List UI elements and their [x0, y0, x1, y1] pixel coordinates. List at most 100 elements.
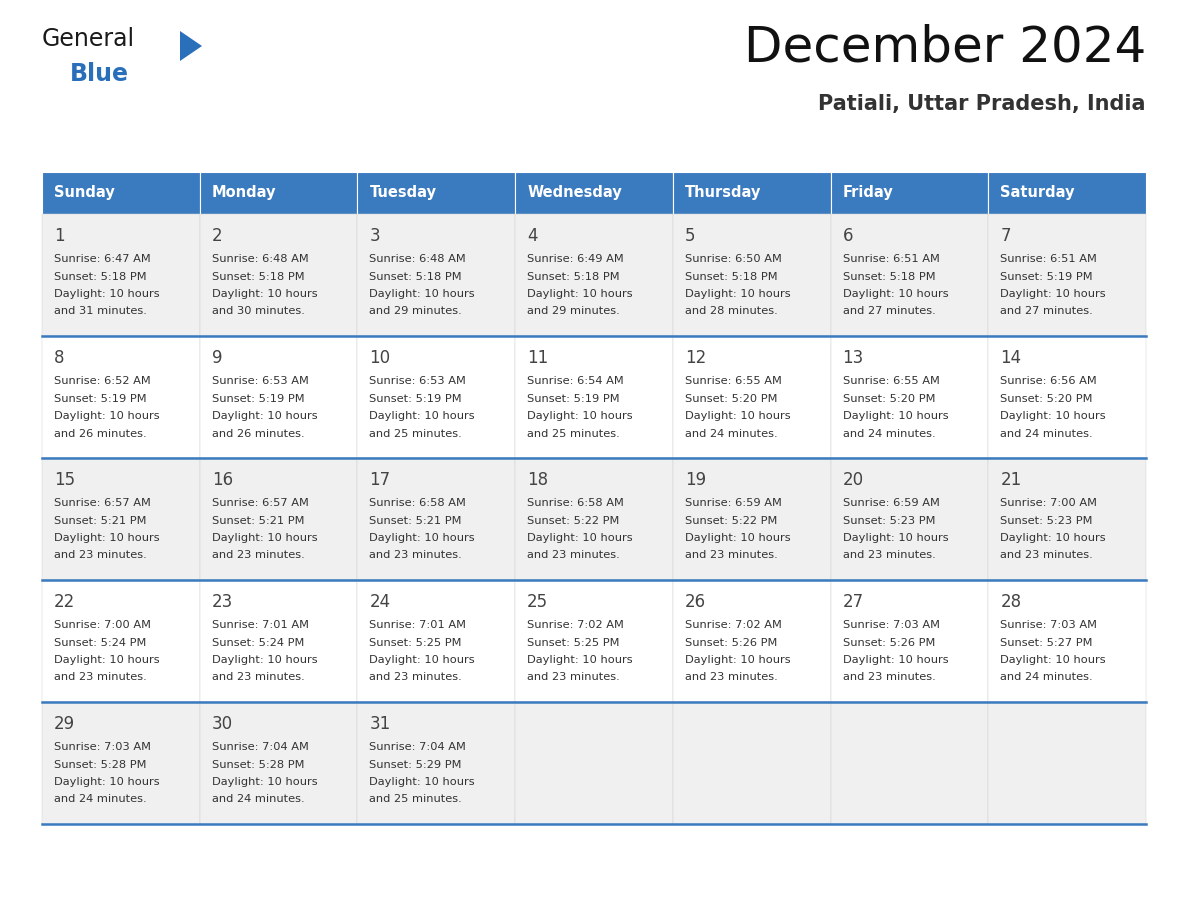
Text: 26: 26: [684, 593, 706, 611]
Text: 6: 6: [842, 227, 853, 245]
Text: and 23 minutes.: and 23 minutes.: [527, 551, 620, 561]
Text: and 24 minutes.: and 24 minutes.: [1000, 429, 1093, 439]
Text: and 24 minutes.: and 24 minutes.: [684, 429, 777, 439]
Text: Sunrise: 6:58 AM: Sunrise: 6:58 AM: [527, 498, 624, 508]
Text: Sunset: 5:20 PM: Sunset: 5:20 PM: [684, 394, 777, 404]
Text: and 23 minutes.: and 23 minutes.: [211, 551, 304, 561]
Text: Sunrise: 6:58 AM: Sunrise: 6:58 AM: [369, 498, 467, 508]
Text: Daylight: 10 hours: Daylight: 10 hours: [527, 533, 633, 543]
Text: Friday: Friday: [842, 185, 893, 200]
Text: Sunrise: 6:59 AM: Sunrise: 6:59 AM: [684, 498, 782, 508]
Bar: [358, 702, 516, 824]
Text: 13: 13: [842, 349, 864, 367]
Text: 25: 25: [527, 593, 549, 611]
Text: Sunset: 5:22 PM: Sunset: 5:22 PM: [527, 516, 619, 525]
Bar: [988, 458, 1146, 580]
Text: Daylight: 10 hours: Daylight: 10 hours: [369, 289, 475, 299]
Text: 9: 9: [211, 349, 222, 367]
Text: and 24 minutes.: and 24 minutes.: [53, 794, 146, 804]
Text: Sunset: 5:18 PM: Sunset: 5:18 PM: [53, 272, 146, 282]
Text: Sunset: 5:20 PM: Sunset: 5:20 PM: [842, 394, 935, 404]
Text: and 25 minutes.: and 25 minutes.: [369, 429, 462, 439]
Text: Daylight: 10 hours: Daylight: 10 hours: [53, 533, 159, 543]
Text: and 23 minutes.: and 23 minutes.: [1000, 551, 1093, 561]
Text: 12: 12: [684, 349, 706, 367]
Text: and 23 minutes.: and 23 minutes.: [211, 673, 304, 682]
Text: and 25 minutes.: and 25 minutes.: [369, 794, 462, 804]
Text: 2: 2: [211, 227, 222, 245]
Text: Sunrise: 7:01 AM: Sunrise: 7:01 AM: [211, 620, 309, 630]
Text: Sunset: 5:25 PM: Sunset: 5:25 PM: [527, 637, 620, 647]
Text: Monday: Monday: [211, 185, 277, 200]
Polygon shape: [181, 31, 202, 61]
Text: Sunrise: 6:59 AM: Sunrise: 6:59 AM: [842, 498, 940, 508]
Text: Sunset: 5:27 PM: Sunset: 5:27 PM: [1000, 637, 1093, 647]
Text: Sunrise: 6:54 AM: Sunrise: 6:54 AM: [527, 376, 624, 386]
Text: Sunrise: 7:00 AM: Sunrise: 7:00 AM: [53, 620, 151, 630]
Text: Sunset: 5:29 PM: Sunset: 5:29 PM: [369, 759, 462, 769]
Text: and 23 minutes.: and 23 minutes.: [53, 673, 147, 682]
Bar: [358, 214, 516, 336]
Bar: [830, 336, 988, 458]
Text: Sunset: 5:25 PM: Sunset: 5:25 PM: [369, 637, 462, 647]
Text: Daylight: 10 hours: Daylight: 10 hours: [1000, 411, 1106, 421]
Text: and 25 minutes.: and 25 minutes.: [527, 429, 620, 439]
Text: and 26 minutes.: and 26 minutes.: [211, 429, 304, 439]
Text: December 2024: December 2024: [744, 24, 1146, 72]
Text: Sunset: 5:18 PM: Sunset: 5:18 PM: [684, 272, 777, 282]
Text: and 28 minutes.: and 28 minutes.: [684, 307, 778, 317]
Text: Sunrise: 7:04 AM: Sunrise: 7:04 AM: [211, 742, 309, 752]
Text: General: General: [42, 27, 135, 51]
Text: Daylight: 10 hours: Daylight: 10 hours: [527, 289, 633, 299]
Text: 11: 11: [527, 349, 549, 367]
Text: 17: 17: [369, 471, 391, 489]
Text: 5: 5: [684, 227, 695, 245]
Bar: [988, 336, 1146, 458]
Text: Sunset: 5:19 PM: Sunset: 5:19 PM: [527, 394, 620, 404]
Text: Sunrise: 7:00 AM: Sunrise: 7:00 AM: [1000, 498, 1098, 508]
Text: Sunset: 5:21 PM: Sunset: 5:21 PM: [53, 516, 146, 525]
Text: 19: 19: [684, 471, 706, 489]
Text: Sunset: 5:18 PM: Sunset: 5:18 PM: [211, 272, 304, 282]
Bar: [358, 336, 516, 458]
Text: Daylight: 10 hours: Daylight: 10 hours: [211, 411, 317, 421]
Text: Sunrise: 6:57 AM: Sunrise: 6:57 AM: [53, 498, 151, 508]
Text: Sunrise: 6:53 AM: Sunrise: 6:53 AM: [369, 376, 467, 386]
Text: and 27 minutes.: and 27 minutes.: [1000, 307, 1093, 317]
Text: and 31 minutes.: and 31 minutes.: [53, 307, 147, 317]
Text: Daylight: 10 hours: Daylight: 10 hours: [684, 411, 790, 421]
Text: 24: 24: [369, 593, 391, 611]
Text: Wednesday: Wednesday: [527, 185, 621, 200]
Text: Sunrise: 6:52 AM: Sunrise: 6:52 AM: [53, 376, 151, 386]
Text: Saturday: Saturday: [1000, 185, 1075, 200]
Text: 16: 16: [211, 471, 233, 489]
Text: Sunrise: 6:50 AM: Sunrise: 6:50 AM: [684, 254, 782, 264]
Text: Daylight: 10 hours: Daylight: 10 hours: [53, 411, 159, 421]
Text: and 23 minutes.: and 23 minutes.: [842, 673, 935, 682]
Text: Blue: Blue: [70, 62, 129, 86]
Text: Daylight: 10 hours: Daylight: 10 hours: [842, 533, 948, 543]
Bar: [672, 580, 830, 702]
Text: Sunrise: 6:48 AM: Sunrise: 6:48 AM: [369, 254, 466, 264]
Text: Daylight: 10 hours: Daylight: 10 hours: [211, 655, 317, 665]
Text: 14: 14: [1000, 349, 1022, 367]
Text: 30: 30: [211, 715, 233, 733]
Bar: [672, 702, 830, 824]
Bar: [42, 458, 200, 580]
Text: 18: 18: [527, 471, 549, 489]
Text: Daylight: 10 hours: Daylight: 10 hours: [211, 533, 317, 543]
Text: 4: 4: [527, 227, 538, 245]
Text: 1: 1: [53, 227, 64, 245]
Text: and 23 minutes.: and 23 minutes.: [684, 673, 778, 682]
Text: Sunrise: 7:04 AM: Sunrise: 7:04 AM: [369, 742, 467, 752]
Text: Daylight: 10 hours: Daylight: 10 hours: [53, 777, 159, 787]
Text: and 30 minutes.: and 30 minutes.: [211, 307, 304, 317]
Text: Sunset: 5:26 PM: Sunset: 5:26 PM: [684, 637, 777, 647]
Text: 31: 31: [369, 715, 391, 733]
Text: Sunset: 5:22 PM: Sunset: 5:22 PM: [684, 516, 777, 525]
Bar: [516, 580, 672, 702]
Text: Sunset: 5:26 PM: Sunset: 5:26 PM: [842, 637, 935, 647]
Bar: [672, 458, 830, 580]
Text: Sunrise: 6:56 AM: Sunrise: 6:56 AM: [1000, 376, 1097, 386]
Text: and 23 minutes.: and 23 minutes.: [527, 673, 620, 682]
